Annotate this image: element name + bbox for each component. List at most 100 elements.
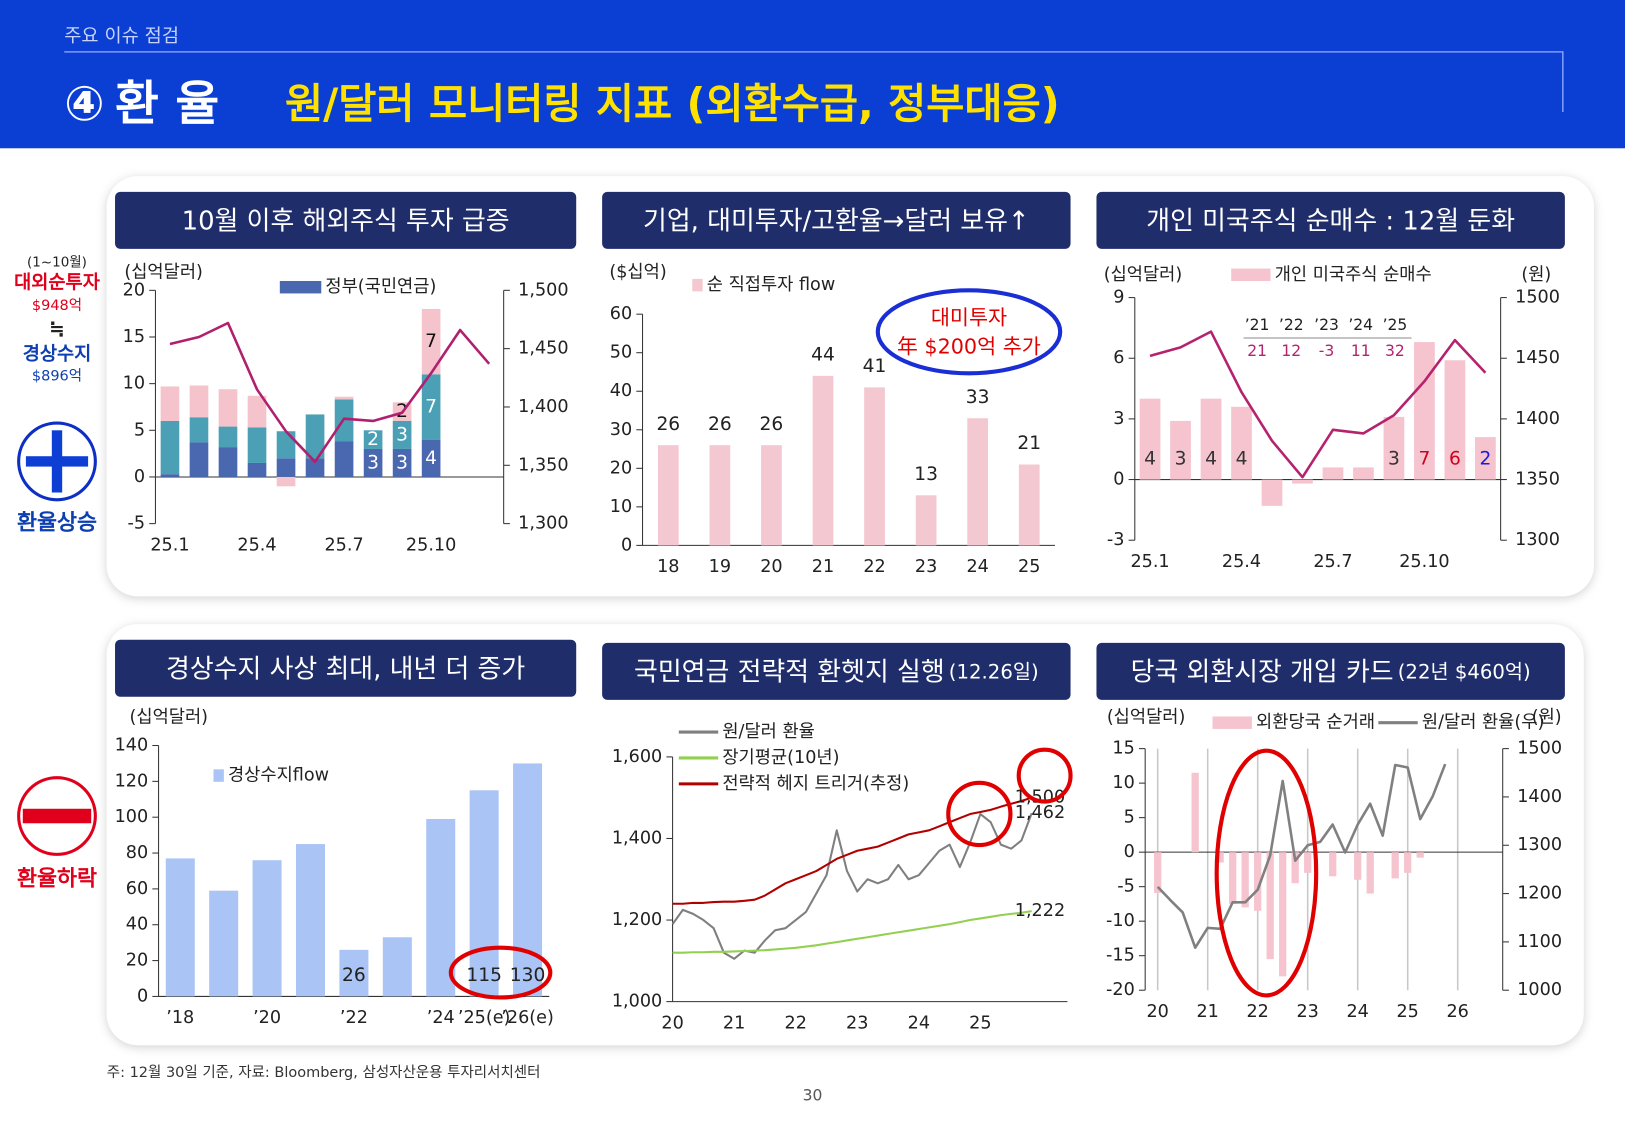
y-tick-label: 1,600 bbox=[612, 747, 662, 767]
bar bbox=[915, 495, 937, 546]
legend-label: 개인 미국주식 순매수 bbox=[1275, 265, 1432, 285]
highlight-ring bbox=[1016, 747, 1073, 804]
y-tick-label: 50 bbox=[610, 343, 632, 363]
bar bbox=[1322, 467, 1344, 480]
bar bbox=[339, 949, 369, 997]
y-tick-label: 10 bbox=[610, 497, 632, 517]
heading-number: ④ bbox=[64, 77, 104, 132]
x-tick-label: 23 bbox=[915, 557, 937, 577]
x-tick-label: 22 bbox=[863, 557, 885, 577]
table-value: 32 bbox=[1385, 342, 1405, 360]
y-tick-label: 1,400 bbox=[612, 828, 662, 848]
y2-tick-label: 1,350 bbox=[518, 455, 568, 475]
bar bbox=[1216, 852, 1224, 863]
data-label: 4 bbox=[425, 448, 437, 469]
bar bbox=[967, 418, 989, 546]
x-tick-label: 25 bbox=[1018, 557, 1040, 577]
data-label: 1,222 bbox=[1015, 901, 1065, 921]
bar bbox=[334, 396, 354, 400]
bar bbox=[709, 445, 731, 546]
chart-title-main: 기업, 대미투자/고환율→달러 보유↑ bbox=[643, 206, 1030, 236]
bar bbox=[1254, 852, 1262, 911]
y-tick-label: 100 bbox=[115, 807, 149, 827]
x-tick-label: 25.4 bbox=[237, 535, 276, 555]
x-tick-label: 25 bbox=[1396, 1002, 1418, 1022]
x-tick-label: 25.10 bbox=[1399, 552, 1449, 572]
bar bbox=[1391, 852, 1399, 879]
y-tick-label: 0 bbox=[137, 986, 148, 1006]
x-tick-label: 22 bbox=[785, 1013, 807, 1033]
bar bbox=[1383, 416, 1405, 480]
bar bbox=[1366, 852, 1374, 894]
x-tick-label: 25.7 bbox=[1313, 552, 1352, 572]
data-label: 26 bbox=[656, 414, 680, 435]
y-tick-label: 3 bbox=[1113, 409, 1124, 429]
y2-tick-label: 1,400 bbox=[518, 397, 568, 417]
bar bbox=[276, 431, 296, 459]
data-label: 2 bbox=[1479, 448, 1491, 469]
chart-title: 국민연금 전략적 환헷지 실행 (12.26일) bbox=[634, 657, 1039, 687]
bar bbox=[1231, 406, 1252, 480]
y-tick-label: 15 bbox=[123, 327, 145, 347]
chart-title-box bbox=[1096, 191, 1565, 249]
bar bbox=[1292, 479, 1313, 484]
legend-label: 장기평균(10년) bbox=[722, 748, 839, 768]
table-header: ’24 bbox=[1348, 316, 1373, 334]
chart-title: 당국 외환시장 개입 카드 (22년 $460억) bbox=[1131, 657, 1531, 687]
bar bbox=[864, 387, 885, 546]
heading-topic: 환 율 bbox=[115, 77, 219, 132]
line bbox=[672, 910, 1032, 954]
y-tick-label: 6 bbox=[1113, 348, 1124, 368]
y-tick-label: 20 bbox=[123, 280, 145, 300]
y2-axis-label: (원) bbox=[1532, 708, 1562, 728]
y-tick-label: 0 bbox=[1124, 842, 1135, 862]
chart-title-box bbox=[115, 639, 577, 697]
x-tick-label: ’22 bbox=[340, 1008, 368, 1028]
y-tick-label: 80 bbox=[126, 843, 148, 863]
chart-title-main: 10월 이후 해외주식 투자 급증 bbox=[182, 206, 510, 236]
y-tick-label: 0 bbox=[134, 467, 145, 487]
data-label: 7 bbox=[425, 331, 437, 352]
y-tick-label: -5 bbox=[1117, 877, 1135, 897]
side-label: 경상수지 bbox=[23, 344, 92, 365]
bar bbox=[363, 448, 383, 477]
highlight-ring bbox=[946, 780, 1013, 848]
bar bbox=[1291, 852, 1299, 884]
line bbox=[672, 796, 1033, 905]
bar bbox=[392, 448, 412, 477]
y-tick-label: 0 bbox=[1113, 470, 1124, 490]
legend-label: 순 직접투자 flow bbox=[707, 275, 835, 295]
chart-title-main: 개인 미국주식 순매수 : 12월 둔화 bbox=[1146, 206, 1515, 236]
y2-tick-label: 1100 bbox=[1517, 932, 1562, 952]
side-value: $896억 bbox=[32, 367, 82, 384]
legend-label: 외환당국 순거래 bbox=[1256, 713, 1375, 733]
bar bbox=[218, 447, 238, 477]
x-tick-label: 21 bbox=[812, 557, 834, 577]
x-tick-label: 21 bbox=[723, 1013, 745, 1033]
legend-label: 정부(국민연금) bbox=[325, 277, 436, 297]
legend-label: 전략적 헤지 트리거(추정) bbox=[722, 774, 909, 794]
bar bbox=[305, 458, 325, 477]
x-tick-label: 24 bbox=[1346, 1002, 1368, 1022]
data-label: 41 bbox=[863, 356, 887, 377]
bar bbox=[218, 389, 238, 427]
bar bbox=[252, 860, 282, 997]
data-label: 3 bbox=[367, 452, 379, 473]
data-label: 4 bbox=[1236, 448, 1248, 469]
panel-top bbox=[106, 176, 1594, 597]
data-label: 3 bbox=[1388, 448, 1400, 469]
x-tick-label: 20 bbox=[1146, 1002, 1168, 1022]
y2-tick-label: 1400 bbox=[1515, 409, 1560, 429]
highlight-ring bbox=[448, 945, 553, 1000]
y2-tick-label: 1000 bbox=[1517, 980, 1562, 1000]
x-tick-label: ’26(e) bbox=[501, 1008, 554, 1028]
header-band bbox=[0, 0, 1625, 149]
annotation: 年 $200억 추가 bbox=[897, 334, 1041, 358]
x-tick-label: 24 bbox=[966, 557, 988, 577]
bar bbox=[1261, 479, 1283, 506]
data-label: 26 bbox=[708, 414, 732, 435]
data-label: 33 bbox=[966, 387, 990, 408]
y-axis-label: (십억달러) bbox=[1107, 708, 1186, 728]
